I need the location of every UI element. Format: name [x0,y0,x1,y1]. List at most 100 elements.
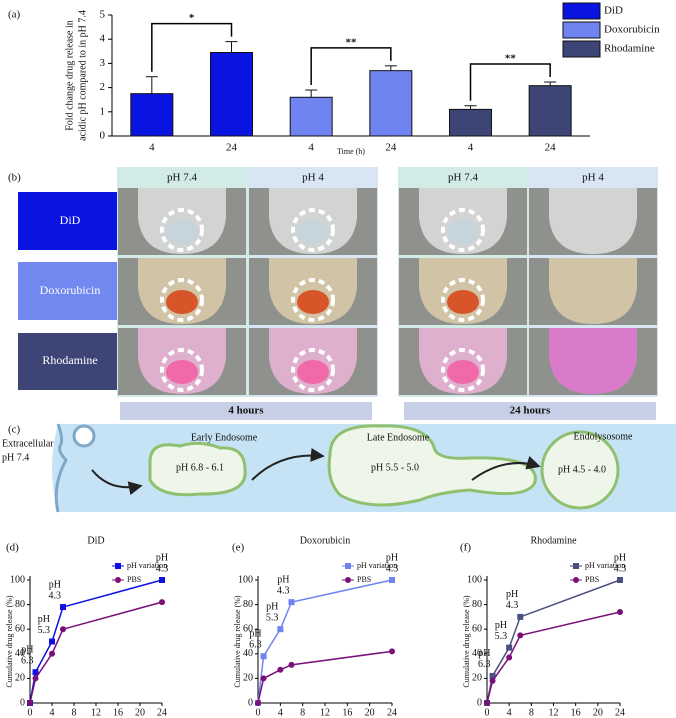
x-tick-label: 12 [91,707,101,718]
x-tick-label: 4 [507,707,512,718]
marker [389,648,395,655]
stage-ph: pH 6.8 - 6.1 [176,462,224,473]
point-label: pH [249,629,261,640]
pellet [447,360,479,384]
marker [60,604,66,611]
pellet [297,360,329,384]
highlight [160,278,204,322]
y-tick-label: 80 [15,599,25,610]
legend-swatch [562,40,601,58]
legend-label: pH variation [585,561,625,570]
point-label: 4.3 [506,600,519,611]
marker [255,700,261,706]
x-tick-label: 8 [300,707,305,718]
panel-label: (d) [6,542,19,554]
chart-title: Rhodamine [530,535,577,546]
stage-name: Early Endosome [191,432,258,443]
significance-bracket [151,22,233,72]
arrow [91,469,143,496]
tube [549,328,637,394]
marker [277,666,284,673]
time-bar [404,402,656,420]
point-label: pH [506,589,518,600]
legend-label: PBS [357,575,371,584]
x-tick-label: 4 [308,142,314,154]
x-tick-label: 24 [385,142,397,154]
y-tick-label: 20 [243,673,253,684]
photos [118,188,657,395]
x-tick-label: 16 [571,707,581,718]
highlight [291,278,335,322]
column-label: pH 7.4 [167,172,197,184]
y-tick-label: 20 [472,673,482,684]
y-tick-label: 0 [477,697,482,708]
extracellular-label: pH 7.4 [2,452,29,463]
series-line [257,650,393,704]
bar [369,70,413,137]
highlight [160,348,204,392]
marker [27,700,33,706]
x-tick-label: 24 [226,142,238,154]
significance-bracket [469,63,551,101]
marker [159,577,165,583]
stage-ph: pH 4.5 - 4.0 [558,464,606,475]
marker [484,700,490,706]
panel-label: (a) [8,9,21,21]
point-label: pH [38,614,50,625]
row-label: DiD [60,213,81,227]
x-tick-label: 12 [549,707,559,718]
point-label: pH [156,552,168,563]
pellet [166,360,198,384]
x-tick-label: 24 [157,707,167,718]
point-label: 4.3 [386,563,399,574]
marker [288,661,295,668]
panel-c: (c) Extracellular pH 7.4 Early Endosome … [2,423,676,513]
y-tick-label: 3 [100,57,106,69]
y-axis-label: Cumulative drug release (%) [5,595,14,688]
chart-title: Doxorubicin [300,535,351,546]
y-tick-label: 5 [100,9,106,21]
point-label: 5.3 [495,631,508,642]
point-label: 4.3 [277,585,290,596]
time-label: 24 hours [510,405,551,417]
marker [489,672,496,679]
point-label: pH [266,601,278,612]
x-tick-label: 4 [149,142,155,154]
pellet [447,220,479,244]
y-tick-label: 80 [472,599,482,610]
y-axis-label: acidic pH compared to in pH 7.4 [77,10,88,141]
y-tick-label: 60 [15,623,25,634]
y-tick-label: 60 [243,623,253,634]
legend-label: pH variation [127,561,167,570]
legend-label: PBS [585,575,599,584]
y-axis-label: Cumulative drug release (%) [462,595,471,688]
x-tick-label: 24 [387,707,397,718]
extracellular-label: Extracellular [2,438,54,449]
tube [549,188,637,254]
highlight [441,348,485,392]
x-tick-label: 20 [593,707,603,718]
arrow [471,456,541,481]
x-tick-label: 0 [256,707,261,718]
point-label: pH [277,574,289,585]
x-tick-label: 0 [485,707,490,718]
x-tick-label: 24 [545,142,557,154]
late-endosome [327,424,537,507]
point-label: pH [478,648,490,659]
marker [517,632,524,639]
significance-bracket [310,47,392,86]
y-tick-label: 40 [472,648,482,659]
y-tick-label: 0 [20,697,25,708]
pellet [297,290,329,314]
marker [159,599,165,606]
legend-label: Doxorubicin [604,24,660,36]
x-tick-label: 8 [72,707,77,718]
marker [617,577,623,583]
significance-label: ** [505,53,517,65]
legend-label: pH variation [357,561,397,570]
pellet [166,290,198,314]
highlight [441,278,485,322]
highlight [441,208,485,252]
